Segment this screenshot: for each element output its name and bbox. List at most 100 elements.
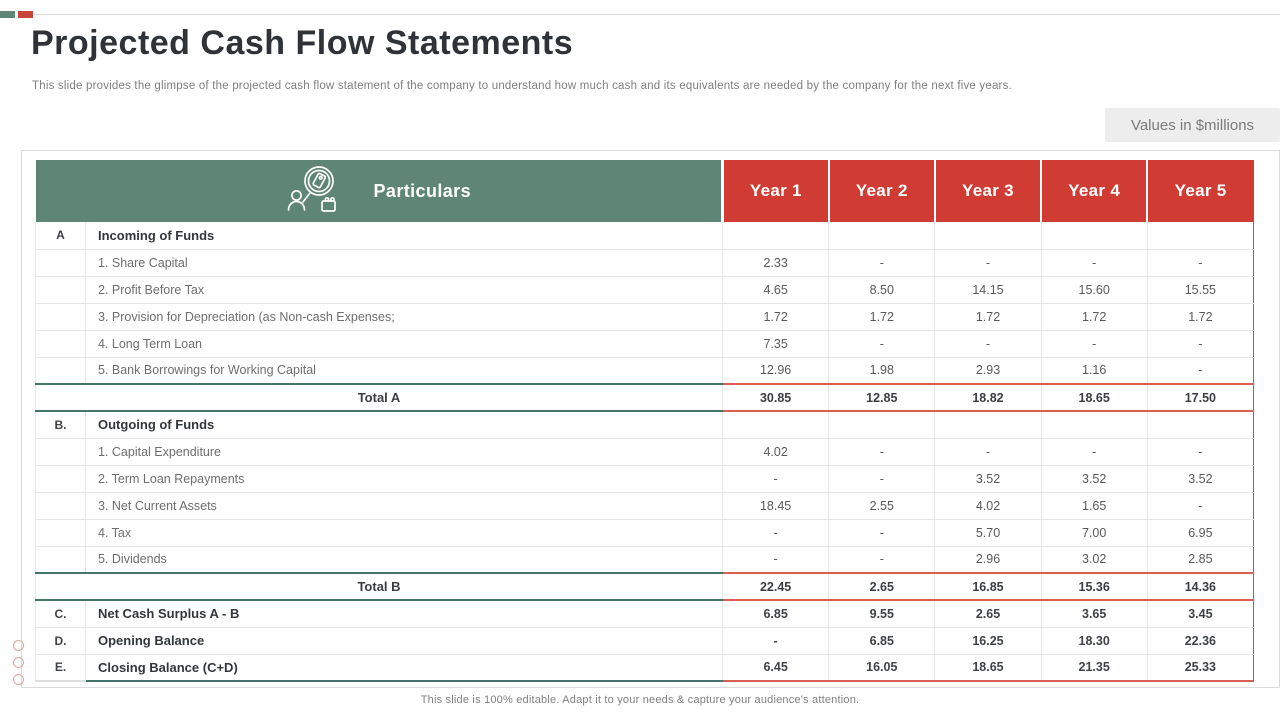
value-cell: 18.65	[934, 653, 1042, 682]
value-cell: 2.85	[1146, 545, 1254, 574]
top-accent-dash-red	[18, 11, 33, 18]
table-row: B. Outgoing of Funds	[35, 410, 1254, 439]
row-letter-cell: E.	[35, 653, 86, 682]
value-cell: 3.52	[1040, 464, 1148, 493]
value-cell: 15.36	[1040, 572, 1148, 601]
value-cell: -	[934, 437, 1042, 466]
page-title: Projected Cash Flow Statements	[31, 24, 574, 62]
value-cell: 8.50	[828, 275, 936, 304]
row-letter-cell	[35, 518, 86, 547]
value-cell: 14.15	[934, 275, 1042, 304]
year-4-header: Year 4	[1041, 160, 1149, 222]
row-letter-cell	[35, 464, 86, 493]
value-cell	[722, 410, 830, 439]
particulars-header-label: Particulars	[373, 180, 471, 201]
value-cell: 3.45	[1146, 599, 1254, 628]
row-letter-cell	[35, 329, 86, 358]
value-cell: 4.02	[722, 437, 830, 466]
row-letter-cell: A	[35, 222, 86, 250]
value-cell: 2.65	[934, 599, 1042, 628]
value-cell: 9.55	[828, 599, 936, 628]
table-row: E. Closing Balance (C+D) 6.45 16.05 18.65 21.…	[35, 653, 1254, 682]
value-cell: 1.72	[1146, 302, 1254, 331]
table-row: Total B 22.45 2.65 16.85 15.36 14.36	[34, 572, 1254, 601]
top-rule-line	[34, 14, 1280, 15]
value-cell: 25.33	[1146, 653, 1254, 682]
table-body: A Incoming of Funds 1. Share Capital 2.33- -…	[34, 222, 1254, 682]
value-cell: 2.55	[828, 491, 936, 520]
value-cell: 3.65	[1040, 599, 1148, 628]
value-cell	[1146, 410, 1254, 439]
value-cell: 18.45	[722, 491, 830, 520]
row-label-cell: 3. Provision for Depreciation (as Non-ca…	[84, 302, 724, 331]
value-cell: 7.00	[1040, 518, 1148, 547]
value-cell: 4.65	[722, 275, 830, 304]
row-label-cell: Opening Balance	[84, 626, 724, 655]
table-row: 5. Bank Borrowings for Working Capital 12…	[35, 356, 1254, 385]
value-cell: 2.33	[722, 248, 830, 277]
table-row: C. Net Cash Surplus A - B 6.85 9.55 2.65 3.65…	[35, 599, 1254, 628]
value-cell: 15.55	[1146, 275, 1254, 304]
year-5-header: Year 5	[1147, 160, 1254, 222]
top-accent-dash-teal	[0, 11, 15, 18]
value-cell: 6.85	[828, 626, 936, 655]
value-cell: 17.50	[1146, 383, 1254, 412]
row-label-cell: 4. Tax	[84, 518, 724, 547]
value-cell: -	[828, 464, 936, 493]
table-row: 5. Dividends - -2.96 3.02 2.85	[35, 545, 1254, 574]
value-cell: 3.52	[1146, 464, 1254, 493]
row-letter-cell: C.	[35, 599, 86, 628]
row-letter-cell	[35, 356, 86, 385]
value-cell: -	[722, 545, 830, 574]
table-row: 4. Tax - -5.70 7.00 6.95	[35, 518, 1254, 547]
row-label-cell: 3. Net Current Assets	[84, 491, 724, 520]
value-cell: 1.98	[828, 356, 936, 385]
cashflow-table: Particulars Year 1 Year 2 Year 3 Year 4 …	[34, 160, 1254, 682]
value-cell	[1146, 222, 1254, 250]
value-cell: 21.35	[1040, 653, 1148, 682]
value-cell	[1040, 410, 1148, 439]
value-cell: -	[1040, 329, 1148, 358]
value-cell: 12.96	[722, 356, 830, 385]
value-cell: 18.30	[1040, 626, 1148, 655]
value-cell: 5.70	[934, 518, 1042, 547]
row-letter-cell	[35, 545, 86, 574]
value-cell: -	[828, 518, 936, 547]
row-label-cell: 1. Capital Expenditure	[84, 437, 724, 466]
row-label-cell: 2. Profit Before Tax	[84, 275, 724, 304]
row-label-cell: 4. Long Term Loan	[84, 329, 724, 358]
value-cell: 16.05	[828, 653, 936, 682]
value-cell: 1.16	[1040, 356, 1148, 385]
row-letter-cell: D.	[35, 626, 86, 655]
table-row: A Incoming of Funds	[35, 222, 1254, 250]
table-header-row: Particulars Year 1 Year 2 Year 3 Year 4 …	[35, 160, 1254, 222]
value-cell: -	[1146, 437, 1254, 466]
value-cell	[934, 410, 1042, 439]
row-letter-cell	[35, 248, 86, 277]
row-label-cell: 5. Bank Borrowings for Working Capital	[84, 356, 724, 385]
value-cell: 3.02	[1040, 545, 1148, 574]
value-cell	[828, 222, 936, 250]
value-cell: 3.52	[934, 464, 1042, 493]
value-cell: 16.85	[934, 572, 1042, 601]
value-cell: 15.60	[1040, 275, 1148, 304]
value-cell: 1.72	[828, 302, 936, 331]
value-cell: 4.02	[934, 491, 1042, 520]
value-cell: 6.95	[1146, 518, 1254, 547]
value-cell: 1.72	[722, 302, 830, 331]
year-2-header: Year 2	[828, 160, 936, 222]
value-cell: -	[828, 545, 936, 574]
value-cell: 14.36	[1146, 572, 1254, 601]
row-label-cell: 2. Term Loan Repayments	[84, 464, 724, 493]
year-1-header: Year 1	[722, 160, 830, 222]
row-label-cell: Incoming of Funds	[84, 222, 724, 250]
total-label-cell: Total A	[34, 383, 724, 412]
table-row: Total A 30.85 12.85 18.82 18.65 17.50	[34, 383, 1254, 412]
value-cell: -	[934, 248, 1042, 277]
value-cell: 30.85	[722, 383, 830, 412]
value-cell: 18.82	[934, 383, 1042, 412]
circle-icon	[13, 657, 24, 668]
value-cell: 12.85	[828, 383, 936, 412]
value-cell: 22.45	[722, 572, 830, 601]
